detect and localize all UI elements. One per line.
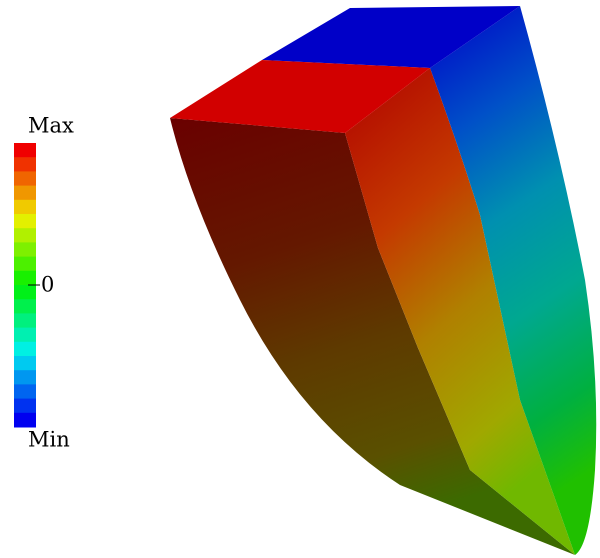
legend-swatch — [14, 186, 36, 201]
legend-swatch — [14, 143, 36, 158]
legend-swatch — [14, 285, 36, 300]
legend-zero: 0 — [41, 273, 54, 297]
solid — [170, 6, 596, 555]
legend-swatch — [14, 299, 36, 314]
legend-min: Min — [28, 428, 70, 452]
legend-swatch — [14, 171, 36, 186]
legend-swatch — [14, 214, 36, 229]
legend-swatch — [14, 328, 36, 343]
legend-swatch — [14, 228, 36, 243]
legend-max: Max — [28, 114, 74, 138]
legend-swatch — [14, 242, 36, 257]
legend-swatch — [14, 200, 36, 215]
legend-swatch — [14, 399, 36, 414]
legend-swatch — [14, 257, 36, 272]
legend-swatch — [14, 356, 36, 371]
viewport: Max 0 Min — [0, 0, 600, 558]
legend-swatch — [14, 384, 36, 399]
legend-swatch — [14, 313, 36, 328]
legend-swatch — [14, 413, 36, 428]
legend-swatch — [14, 271, 36, 286]
legend-swatch — [14, 157, 36, 172]
legend-swatch — [14, 342, 36, 357]
legend-swatch — [14, 370, 36, 385]
